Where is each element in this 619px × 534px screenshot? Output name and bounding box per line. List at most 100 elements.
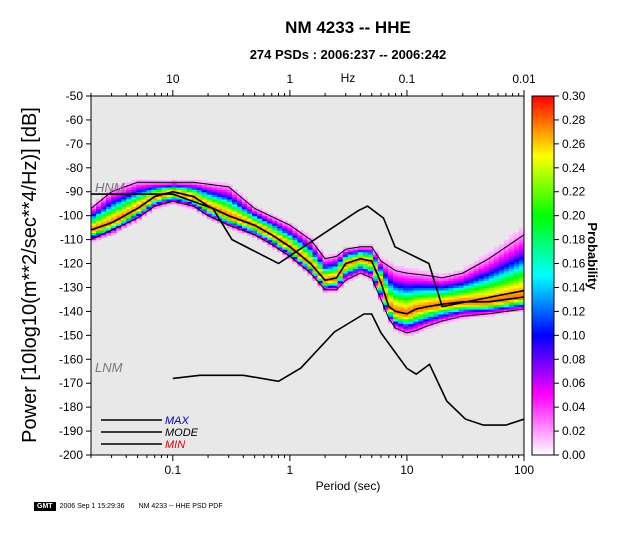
- heatmap-cell: [282, 249, 288, 253]
- heatmap-cell: [206, 201, 213, 205]
- heatmap-cell: [503, 265, 510, 269]
- heatmap-cell: [136, 213, 142, 217]
- heatmap-cell: [156, 201, 163, 205]
- heatmap-cell: [327, 289, 334, 293]
- heatmap-cell: [312, 275, 319, 279]
- heatmap-cell: [221, 210, 228, 214]
- heatmap-cell: [513, 294, 520, 298]
- heatmap-cell: [332, 289, 339, 293]
- heatmap-cell: [91, 203, 97, 207]
- heatmap-cell: [116, 206, 122, 210]
- heatmap-cell: [453, 277, 460, 281]
- heatmap-cell: [156, 184, 163, 188]
- heatmap-cell: [297, 241, 304, 245]
- heatmap-cell: [377, 265, 384, 269]
- heatmap-cell: [393, 297, 399, 301]
- heatmap-cell: [403, 309, 409, 312]
- heatmap-cell: [141, 196, 147, 200]
- heatmap-cell: [337, 253, 344, 257]
- heatmap-cell: [408, 318, 414, 322]
- heatmap-cell: [443, 277, 450, 281]
- y-tick-label: -150: [59, 328, 83, 342]
- heatmap-cell: [277, 249, 283, 253]
- heatmap-cell: [151, 179, 158, 183]
- heatmap-cell: [106, 203, 112, 207]
- heatmap-cell: [408, 297, 414, 301]
- heatmap-cell: [272, 230, 278, 234]
- heatmap-cell: [513, 244, 520, 248]
- heatmap-cell: [312, 261, 319, 265]
- heatmap-cell: [463, 275, 470, 279]
- heatmap-cell: [503, 263, 510, 267]
- heatmap-cell: [257, 210, 263, 214]
- heatmap-cell: [91, 208, 97, 212]
- heatmap-cell: [226, 194, 233, 198]
- heatmap-cell: [418, 270, 424, 274]
- heatmap-cell: [211, 206, 218, 210]
- heatmap-cell: [277, 220, 283, 224]
- heatmap-cell: [448, 287, 455, 291]
- heatmap-cell: [478, 280, 485, 284]
- heatmap-cell: [513, 287, 520, 291]
- heatmap-cell: [458, 299, 465, 303]
- hnm-annotation: HNM: [95, 180, 125, 195]
- heatmap-cell: [388, 289, 394, 293]
- heatmap-cell: [503, 258, 510, 262]
- heatmap-cell: [141, 194, 147, 198]
- heatmap-cell: [247, 213, 253, 217]
- heatmap-cell: [141, 191, 147, 195]
- heatmap-cell: [503, 277, 510, 281]
- heatmap-cell: [91, 218, 97, 222]
- heatmap-cell: [423, 280, 429, 284]
- heatmap-cell: [186, 189, 193, 193]
- heatmap-cell: [508, 277, 515, 281]
- heatmap-cell: [428, 277, 434, 281]
- heatmap-cell: [322, 280, 329, 284]
- heatmap-cell: [151, 196, 158, 200]
- heatmap-cell: [262, 237, 268, 241]
- heatmap-cell: [156, 196, 163, 200]
- heatmap-cell: [247, 225, 253, 229]
- heatmap-cell: [503, 304, 510, 308]
- heatmap-cell: [332, 280, 339, 284]
- heatmap-cell: [443, 282, 450, 286]
- heatmap-cell: [181, 179, 188, 183]
- heatmap-cell: [483, 268, 490, 272]
- heatmap-cell: [191, 191, 198, 195]
- heatmap-cell: [267, 222, 273, 226]
- heatmap-cell: [508, 294, 515, 298]
- heatmap-cell: [418, 275, 424, 279]
- heatmap-cell: [237, 222, 243, 226]
- colorbar-label: Probability: [585, 222, 600, 290]
- heatmap-cell: [196, 191, 203, 195]
- heatmap-cell: [433, 294, 439, 298]
- heatmap-cell: [458, 292, 465, 296]
- heatmap-cell: [126, 184, 132, 188]
- heatmap-cell: [347, 258, 354, 262]
- heatmap-cell: [287, 251, 293, 255]
- heatmap-cell: [408, 289, 414, 293]
- heatmap-cell: [493, 309, 500, 312]
- heatmap-cell: [131, 186, 137, 190]
- heatmap-cell: [458, 304, 465, 308]
- heatmap-cell: [403, 289, 409, 293]
- heatmap-cell: [196, 201, 203, 205]
- heatmap-cell: [322, 268, 329, 272]
- y-axis-label: Power [10log10(m**2/sec**4/Hz)] [dB]: [19, 107, 41, 443]
- heatmap-cell: [372, 282, 379, 286]
- heatmap-cell: [247, 206, 253, 210]
- heatmap-cell: [468, 294, 475, 298]
- heatmap-cell: [463, 316, 470, 320]
- heatmap-cell: [478, 294, 485, 298]
- heatmap-cell: [297, 249, 304, 253]
- heatmap-cell: [518, 246, 524, 250]
- heatmap-cell: [367, 244, 374, 248]
- heatmap-cell: [231, 206, 238, 210]
- heatmap-cell: [342, 273, 349, 277]
- heatmap-cell: [242, 222, 248, 226]
- heatmap-cell: [252, 225, 258, 229]
- heatmap-cell: [221, 218, 228, 222]
- heatmap-cell: [191, 206, 198, 210]
- heatmap-cell: [226, 213, 233, 217]
- heatmap-cell: [408, 268, 414, 272]
